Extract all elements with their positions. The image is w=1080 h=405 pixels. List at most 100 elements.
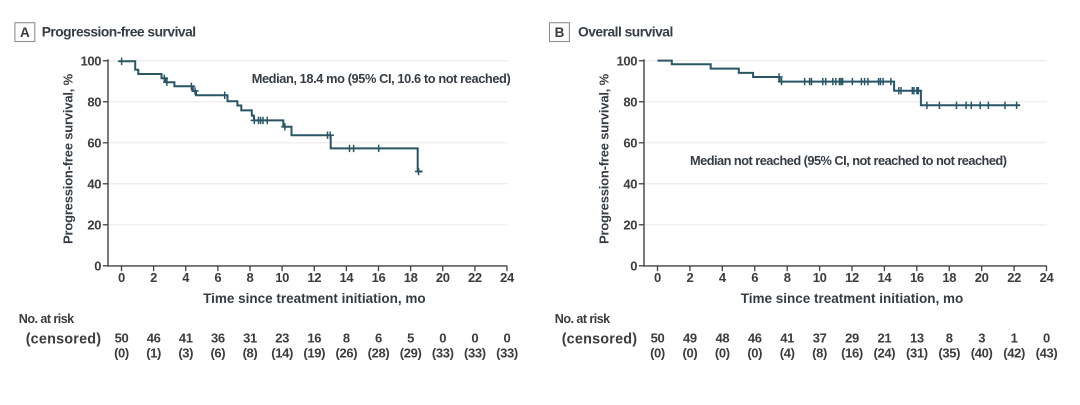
svg-text:21: 21	[878, 330, 892, 345]
svg-text:No. at risk: No. at risk	[555, 312, 611, 326]
svg-text:0: 0	[439, 330, 446, 345]
svg-text:40: 40	[623, 176, 637, 191]
svg-text:(8): (8)	[812, 345, 827, 360]
svg-text:48: 48	[715, 330, 729, 345]
svg-text:18: 18	[942, 270, 956, 285]
svg-text:60: 60	[87, 135, 101, 150]
svg-text:0: 0	[504, 330, 511, 345]
svg-text:No. at risk: No. at risk	[19, 312, 75, 326]
svg-text:49: 49	[683, 330, 697, 345]
svg-text:(35): (35)	[938, 345, 960, 360]
svg-text:10: 10	[275, 270, 289, 285]
svg-text:A: A	[20, 25, 30, 40]
svg-text:10: 10	[813, 270, 827, 285]
svg-text:8: 8	[247, 270, 254, 285]
svg-text:Progression-free survival: Progression-free survival	[42, 25, 196, 40]
svg-text:(29): (29)	[400, 345, 422, 360]
svg-text:(33): (33)	[464, 345, 486, 360]
svg-text:(31): (31)	[906, 345, 928, 360]
svg-text:41: 41	[780, 330, 794, 345]
svg-text:80: 80	[87, 94, 101, 109]
svg-text:(censored): (censored)	[562, 331, 638, 347]
svg-text:23: 23	[275, 330, 289, 345]
svg-text:6: 6	[751, 270, 758, 285]
svg-text:(33): (33)	[496, 345, 518, 360]
svg-text:20: 20	[623, 217, 637, 232]
svg-text:Progression-free survival, %: Progression-free survival, %	[61, 73, 76, 244]
svg-text:2: 2	[150, 270, 157, 285]
svg-text:(0): (0)	[650, 345, 665, 360]
svg-text:0: 0	[1043, 330, 1050, 345]
svg-text:4: 4	[719, 270, 727, 285]
svg-text:0: 0	[94, 259, 101, 274]
svg-text:(0): (0)	[747, 345, 762, 360]
svg-text:(33): (33)	[432, 345, 454, 360]
svg-text:36: 36	[211, 330, 225, 345]
svg-text:(8): (8)	[243, 345, 258, 360]
svg-text:1: 1	[1011, 330, 1018, 345]
svg-text:(3): (3)	[178, 345, 193, 360]
svg-text:12: 12	[845, 270, 859, 285]
svg-text:12: 12	[307, 270, 321, 285]
svg-text:6: 6	[214, 270, 221, 285]
svg-text:3: 3	[978, 330, 985, 345]
svg-text:16: 16	[372, 270, 386, 285]
svg-text:22: 22	[468, 270, 482, 285]
svg-text:Overall survival: Overall survival	[578, 25, 673, 40]
svg-text:24: 24	[1040, 270, 1055, 285]
svg-text:0: 0	[118, 270, 125, 285]
svg-text:24: 24	[500, 270, 515, 285]
svg-text:50: 50	[651, 330, 665, 345]
svg-text:100: 100	[616, 53, 637, 68]
svg-text:20: 20	[975, 270, 989, 285]
svg-text:(16): (16)	[841, 345, 863, 360]
svg-text:20: 20	[87, 217, 101, 232]
svg-text:20: 20	[436, 270, 450, 285]
svg-text:Time since treatment initiatio: Time since treatment initiation, mo	[203, 291, 426, 306]
svg-text:13: 13	[910, 330, 924, 345]
svg-text:Time since treatment initiatio: Time since treatment initiation, mo	[741, 291, 964, 306]
svg-text:(42): (42)	[1003, 345, 1025, 360]
svg-text:(43): (43)	[1036, 345, 1058, 360]
svg-text:0: 0	[471, 330, 478, 345]
svg-text:6: 6	[375, 330, 382, 345]
svg-text:4: 4	[182, 270, 190, 285]
svg-text:(40): (40)	[971, 345, 993, 360]
svg-text:37: 37	[813, 330, 827, 345]
svg-text:14: 14	[878, 270, 893, 285]
svg-text:Median, 18.4 mo (95% CI, 10.6: Median, 18.4 mo (95% CI, 10.6 to not rea…	[252, 71, 511, 86]
svg-text:31: 31	[243, 330, 257, 345]
svg-text:B: B	[555, 25, 565, 40]
svg-text:8: 8	[343, 330, 350, 345]
svg-text:2: 2	[686, 270, 693, 285]
svg-text:(28): (28)	[368, 345, 390, 360]
svg-text:(26): (26)	[336, 345, 358, 360]
svg-text:0: 0	[654, 270, 661, 285]
svg-text:(14): (14)	[271, 345, 293, 360]
svg-text:100: 100	[80, 53, 101, 68]
svg-text:Progression-free survival, %: Progression-free survival, %	[597, 73, 612, 244]
svg-text:(censored): (censored)	[26, 331, 102, 347]
svg-text:29: 29	[845, 330, 859, 345]
svg-text:(0): (0)	[114, 345, 129, 360]
svg-text:0: 0	[630, 259, 637, 274]
svg-text:80: 80	[623, 94, 637, 109]
svg-text:16: 16	[910, 270, 924, 285]
svg-text:(0): (0)	[682, 345, 697, 360]
svg-text:5: 5	[407, 330, 414, 345]
svg-text:(6): (6)	[210, 345, 225, 360]
svg-text:60: 60	[623, 135, 637, 150]
svg-text:46: 46	[147, 330, 161, 345]
svg-text:(24): (24)	[874, 345, 896, 360]
svg-text:(0): (0)	[715, 345, 730, 360]
svg-text:14: 14	[339, 270, 354, 285]
svg-text:22: 22	[1007, 270, 1021, 285]
svg-text:16: 16	[307, 330, 321, 345]
svg-text:50: 50	[115, 330, 129, 345]
svg-text:(1): (1)	[146, 345, 161, 360]
svg-text:Median not reached (95% CI, no: Median not reached (95% CI, not reached …	[690, 153, 1007, 168]
svg-text:8: 8	[946, 330, 953, 345]
svg-text:(4): (4)	[780, 345, 795, 360]
svg-text:40: 40	[87, 176, 101, 191]
svg-text:41: 41	[179, 330, 193, 345]
